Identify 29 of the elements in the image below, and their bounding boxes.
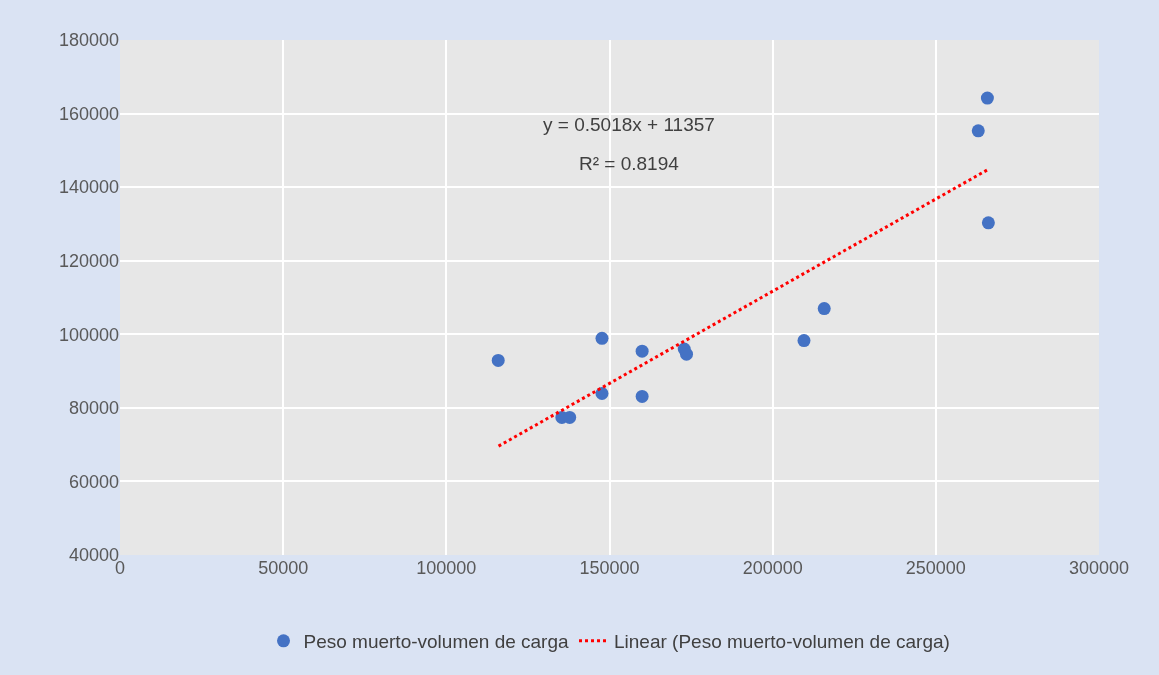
annotation: R² = 0.8194 <box>579 153 680 174</box>
y-tick-label: 120000 <box>58 251 119 272</box>
point <box>981 216 995 230</box>
point <box>563 410 577 424</box>
point <box>817 302 831 316</box>
y-tick-label: 60000 <box>68 471 119 492</box>
y-tick-label: 100000 <box>58 324 119 345</box>
annotation: y = 0.5018x + 11357 <box>543 114 715 135</box>
point <box>595 331 609 345</box>
point <box>797 334 811 348</box>
x-tick-label: 150000 <box>579 558 640 578</box>
point <box>635 389 649 403</box>
point <box>635 344 649 358</box>
y-tick-label: 180000 <box>58 30 119 51</box>
x-tick-label: 50000 <box>258 558 309 578</box>
y-tick-label: 160000 <box>58 103 119 124</box>
legend-label: Linear (Peso muerto-volumen de carga) <box>614 631 950 653</box>
legend-label: Peso muerto-volumen de carga <box>303 631 570 653</box>
point <box>680 347 694 361</box>
point <box>595 387 609 400</box>
point <box>971 124 985 138</box>
y-tick-label: 140000 <box>58 177 119 198</box>
x-tick-label: 200000 <box>742 558 803 578</box>
x-tick-label: 100000 <box>416 558 477 578</box>
x-tick-label: 250000 <box>905 558 966 578</box>
x-tick-label: 300000 <box>1068 558 1130 578</box>
point <box>980 91 994 105</box>
y-tick-label: 80000 <box>68 398 119 419</box>
point <box>491 353 505 367</box>
